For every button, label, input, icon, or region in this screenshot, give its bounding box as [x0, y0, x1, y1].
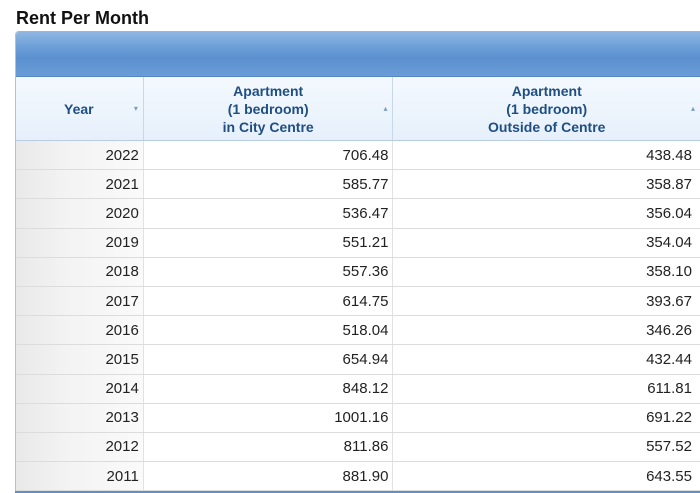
table-row: 2017 614.75 393.67: [16, 286, 700, 317]
sort-descending-icon[interactable]: ▾: [133, 104, 138, 113]
table-cell-year: 2017: [16, 286, 144, 316]
table-cell-city: 881.90: [144, 462, 394, 491]
table-cell-year: 2019: [16, 228, 144, 257]
table-cell-year: 2022: [16, 141, 144, 170]
table-row: 2011 881.90 643.55: [16, 462, 700, 492]
table-row: 2022 706.48 438.48: [16, 141, 700, 171]
table-cell-city: 518.04: [144, 316, 394, 345]
table-cell-outside: 432.44: [646, 350, 692, 368]
table-cell-outside: 611.81: [647, 380, 692, 398]
table-row: 2014 848.12 611.81: [16, 374, 700, 404]
column-header-city-line-2: (1 bedroom): [227, 100, 309, 117]
table-cell-year: 2014: [16, 374, 144, 403]
table-cell-outside: 643.55: [646, 467, 692, 485]
table-cell-outside: 358.87: [646, 175, 692, 193]
table-cell-city: 706.48: [144, 141, 394, 170]
table-cell-city: 1001.16: [144, 403, 394, 432]
table-cell-outside: 356.04: [646, 204, 692, 222]
table-cell-year: 2018: [16, 257, 144, 286]
column-header-city-line-3: in City Centre: [222, 118, 314, 135]
table-cell-city: 811.86: [144, 432, 394, 462]
table-cell-city: 614.75: [144, 286, 394, 316]
sort-ascending-icon[interactable]: ▴: [690, 104, 695, 113]
table-cell-outside: 393.67: [646, 292, 692, 310]
table-cell-outside: 557.52: [646, 438, 692, 456]
table-body: 2022 706.48 438.48 2021 585.77 358.87 2020 536.…: [16, 141, 700, 492]
table-row: 2020 536.47 356.04: [16, 199, 700, 229]
column-header-outside-centre[interactable]: Apartment (1 bedroom) Outside of Centre …: [393, 77, 700, 140]
table-cell-outside: 346.26: [646, 321, 692, 339]
column-header-city-centre[interactable]: Apartment (1 bedroom) in City Centre ▴: [144, 77, 394, 140]
table-header-row: Year ▾ Apartment (1 bedroom) in City Cen…: [16, 77, 700, 141]
table-row: 2012 811.86 557.52: [16, 432, 700, 463]
table-cell-city: 557.36: [144, 257, 394, 286]
column-header-outside-line-1: Apartment: [511, 82, 582, 99]
table-row: 2015 654.94 432.44: [16, 345, 700, 375]
table-cell-year: 2015: [16, 345, 144, 374]
rent-table: Year ▾ Apartment (1 bedroom) in City Cen…: [15, 31, 700, 493]
table-cell-city: 536.47: [144, 199, 394, 228]
table-cell-year: 2012: [16, 432, 144, 462]
table-cell-year: 2020: [16, 199, 144, 228]
sort-ascending-icon[interactable]: ▴: [383, 104, 388, 113]
table-cell-city: 551.21: [144, 228, 394, 257]
table-cell-year: 2021: [16, 170, 144, 199]
table-row: 2021 585.77 358.87: [16, 170, 700, 200]
table-caption-band: [16, 32, 700, 77]
table-cell-outside: 438.48: [646, 146, 692, 164]
column-header-outside-line-2: (1 bedroom): [506, 100, 588, 117]
table-cell-city: 848.12: [144, 374, 394, 403]
table-cell-city: 654.94: [144, 345, 394, 374]
table-cell-outside: 691.22: [646, 409, 692, 427]
table-cell-year: 2011: [16, 462, 144, 491]
column-header-year[interactable]: Year ▾: [16, 77, 144, 140]
table-bottom-border: [15, 491, 700, 493]
table-row: 2018 557.36 358.10: [16, 257, 700, 287]
column-header-city-line-1: Apartment: [233, 82, 304, 99]
table-cell-year: 2016: [16, 316, 144, 345]
table-cell-outside: 354.04: [646, 234, 692, 252]
table-cell-city: 585.77: [144, 170, 394, 199]
column-header-year-label: Year: [64, 100, 94, 117]
column-header-outside-line-3: Outside of Centre: [488, 118, 606, 135]
table-row: 2016 518.04 346.26: [16, 316, 700, 346]
page-title: Rent Per Month: [16, 8, 149, 28]
table-cell-outside: 358.10: [646, 263, 692, 281]
table-cell-year: 2013: [16, 403, 144, 432]
table-row: 2013 1001.16 691.22: [16, 403, 700, 433]
table-row: 2019 551.21 354.04: [16, 228, 700, 258]
